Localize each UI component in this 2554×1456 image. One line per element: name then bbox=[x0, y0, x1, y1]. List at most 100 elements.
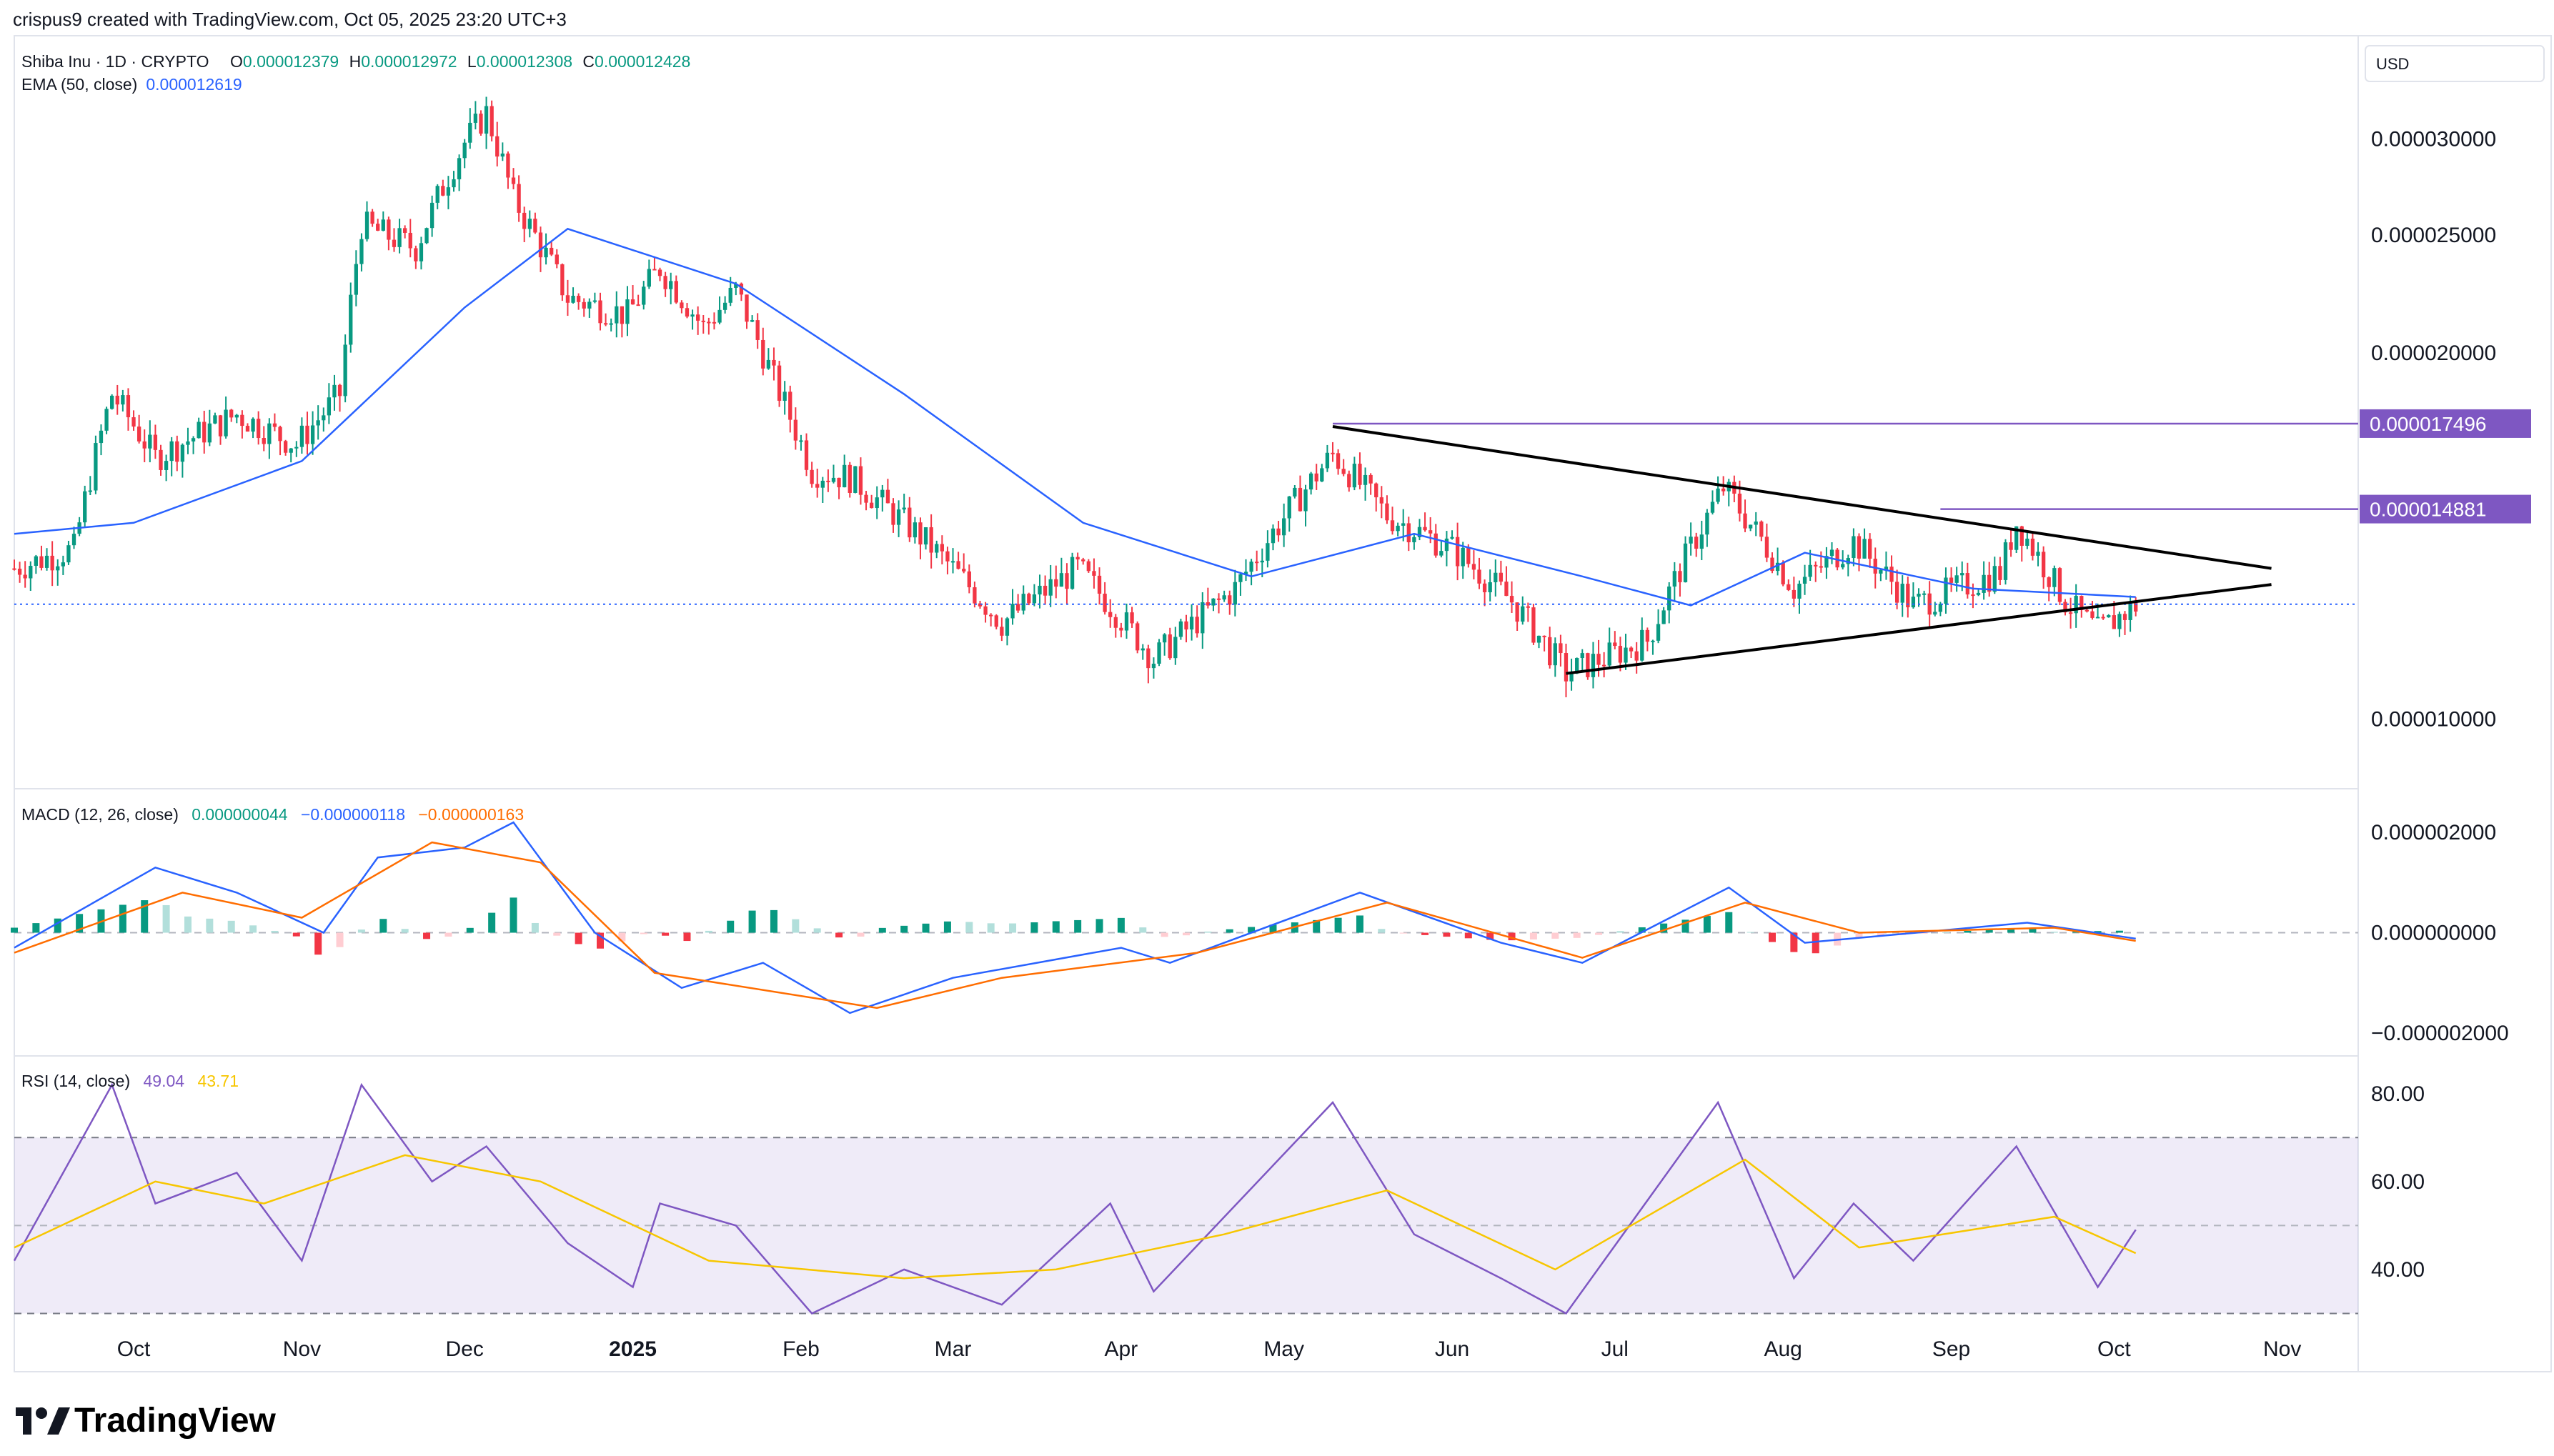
macd-histogram-bar bbox=[1464, 932, 1472, 939]
candle-body bbox=[1119, 627, 1123, 631]
candle-body bbox=[1184, 621, 1188, 630]
candle-body bbox=[722, 302, 727, 310]
candle-body bbox=[441, 186, 445, 196]
candle-body bbox=[734, 283, 738, 288]
candle-body bbox=[110, 395, 114, 409]
candle-body bbox=[1038, 585, 1042, 595]
candle-body bbox=[978, 603, 983, 607]
macd-histogram-bar bbox=[2007, 928, 2015, 933]
candle-body bbox=[1824, 556, 1829, 568]
candle-body bbox=[750, 320, 755, 322]
candle-body bbox=[1406, 523, 1411, 543]
candle-body bbox=[1906, 584, 1910, 608]
price-pane[interactable] bbox=[14, 35, 2359, 789]
candle-body bbox=[1417, 527, 1422, 537]
candle-body bbox=[435, 186, 439, 203]
candle-body bbox=[962, 569, 966, 572]
candle-body bbox=[99, 430, 104, 444]
macd-histogram-bar bbox=[1399, 932, 1407, 934]
candle-body bbox=[891, 503, 895, 525]
candle-body bbox=[1108, 612, 1113, 617]
candle-body bbox=[1624, 647, 1628, 663]
candle-body bbox=[121, 395, 125, 405]
candle-body bbox=[620, 306, 625, 324]
candle-body bbox=[1379, 497, 1383, 504]
candle-body bbox=[262, 438, 266, 444]
candle-body bbox=[283, 441, 288, 453]
candle-body bbox=[257, 419, 261, 439]
candle-body bbox=[44, 555, 49, 568]
candle-body bbox=[104, 409, 109, 431]
candle-body bbox=[1944, 577, 1948, 604]
rsi-legend[interactable]: RSI (14, close) 49.04 43.71 bbox=[21, 1072, 239, 1090]
macd-histogram-bar bbox=[1638, 927, 1646, 933]
macd-legend[interactable]: MACD (12, 26, close) 0.000000044 −0.0000… bbox=[21, 805, 524, 824]
time-tick-label: Jun bbox=[1435, 1337, 1469, 1361]
macd-histogram-bar bbox=[1052, 921, 1060, 933]
candle-body bbox=[1569, 673, 1574, 682]
macd-histogram-bar bbox=[1529, 932, 1537, 940]
level-price-tag bbox=[2360, 409, 2531, 438]
candle-body bbox=[1754, 521, 1758, 525]
candle-body bbox=[1385, 503, 1389, 521]
macd-histogram-bar bbox=[575, 932, 582, 944]
candle-body bbox=[1021, 594, 1025, 611]
trendline-lower bbox=[1566, 583, 2272, 675]
candle-body bbox=[2085, 609, 2090, 612]
candle-body bbox=[202, 422, 207, 443]
candle-body bbox=[2090, 611, 2095, 618]
candle-body bbox=[446, 187, 451, 196]
macd-histogram-bar bbox=[922, 923, 930, 933]
candle-body bbox=[848, 464, 852, 493]
candle-body bbox=[1705, 512, 1709, 535]
candle-body bbox=[1868, 539, 1872, 559]
candle-body bbox=[1433, 533, 1438, 556]
ema-legend[interactable]: EMA (50, close) 0.000012619 bbox=[21, 75, 242, 94]
currency-button[interactable] bbox=[2365, 45, 2545, 82]
candle-body bbox=[1423, 527, 1427, 531]
candle-body bbox=[1201, 602, 1205, 634]
candle-body bbox=[1401, 523, 1406, 526]
macd-histogram-bar bbox=[705, 930, 712, 933]
price-axis[interactable] bbox=[2357, 35, 2552, 1372]
candle-body bbox=[527, 219, 532, 229]
candle-body bbox=[1678, 571, 1682, 582]
candle-body bbox=[1374, 483, 1378, 498]
candle-body bbox=[197, 422, 201, 439]
candle-body bbox=[782, 392, 787, 401]
candle-body bbox=[533, 219, 537, 233]
candle-body bbox=[636, 304, 640, 306]
macd-histogram-bar bbox=[640, 932, 647, 934]
price-tick-label: 0.000020000 bbox=[2371, 341, 2496, 365]
macd-histogram-bar bbox=[292, 932, 300, 937]
candle-body bbox=[815, 484, 820, 488]
candle-body bbox=[1586, 653, 1590, 677]
candle-body bbox=[1672, 571, 1676, 587]
candle-body bbox=[592, 300, 597, 302]
candle-body bbox=[164, 461, 169, 470]
candle-body bbox=[1081, 559, 1085, 562]
candle-body bbox=[837, 477, 841, 488]
macd-pane[interactable] bbox=[14, 788, 2359, 1057]
candle-body bbox=[913, 522, 918, 538]
candle-body bbox=[1645, 629, 1650, 642]
macd-histogram-bar bbox=[1486, 932, 1494, 940]
candle-body bbox=[1238, 574, 1243, 582]
candle-body bbox=[169, 441, 174, 462]
candle-body bbox=[1689, 537, 1693, 544]
candle-body bbox=[1965, 573, 1969, 595]
candle-body bbox=[994, 615, 998, 627]
rsi-ma-line bbox=[14, 1154, 2137, 1280]
candle-body bbox=[1189, 617, 1194, 630]
candle-body bbox=[1814, 564, 1818, 567]
candle-body bbox=[945, 551, 950, 562]
candle-body bbox=[2052, 568, 2057, 587]
candle-body bbox=[473, 114, 478, 123]
candle-body bbox=[191, 438, 196, 442]
candle-body bbox=[1992, 566, 1997, 592]
candle-body bbox=[843, 464, 847, 488]
candle-body bbox=[1450, 537, 1454, 539]
macd-histogram-bar bbox=[597, 932, 604, 949]
candle-body bbox=[457, 158, 462, 179]
